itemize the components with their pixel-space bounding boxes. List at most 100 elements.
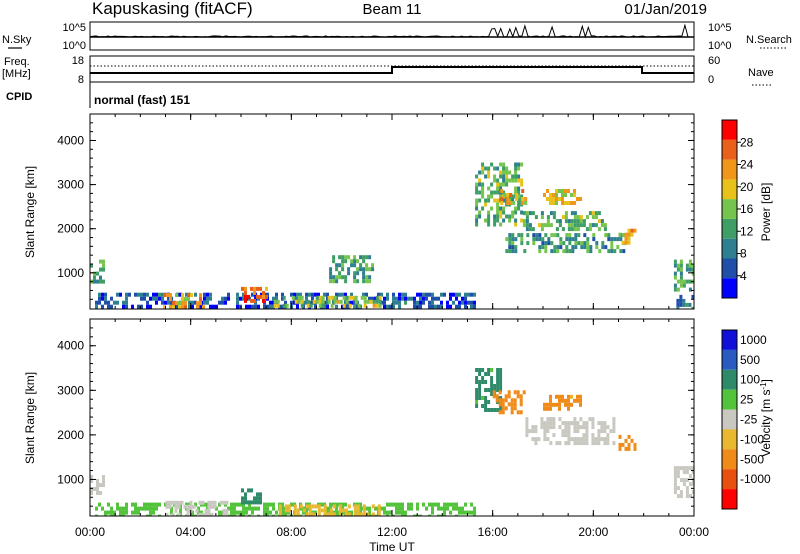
velocity-x-ticks: 00:00 04:00 08:00 12:00 16:00 20:00 00:00 (75, 319, 709, 539)
range-gate-cell (565, 233, 569, 238)
range-gate-cell (416, 502, 419, 507)
range-gate-cell (347, 255, 351, 260)
range-gate-cell (356, 259, 360, 264)
range-gate-cell (499, 408, 503, 412)
range-gate-cell (688, 494, 692, 499)
range-gate-cell (356, 267, 360, 272)
range-gate-cell (99, 491, 102, 495)
range-gate-cell (371, 504, 375, 509)
range-gate-cell (570, 421, 574, 426)
range-gate-cell (356, 271, 360, 276)
range-gate-cell (365, 279, 369, 284)
range-gate-cell (107, 502, 110, 507)
range-gate-cell (685, 470, 689, 475)
range-gate-cell (507, 402, 511, 407)
range-gate-cell (553, 249, 557, 254)
range-gate-cell (305, 506, 308, 511)
range-gate-cell (546, 219, 550, 224)
range-gate-cell (425, 506, 428, 511)
beam-title: Beam 11 (363, 1, 422, 18)
range-gate-cell (398, 296, 401, 301)
range-gate-cell (168, 500, 172, 505)
range-gate-cell (487, 368, 491, 372)
range-gate-cell (187, 293, 190, 298)
range-gate-cell (525, 215, 529, 220)
range-gate-cell (492, 390, 496, 395)
range-gate-cell (467, 292, 470, 297)
range-gate-cell (192, 504, 196, 509)
range-gate-cell (574, 245, 578, 250)
range-gate-cell (624, 446, 628, 451)
power-colorbar-swatch (722, 218, 737, 239)
range-gate-cell (350, 263, 354, 268)
range-gate-cell (365, 267, 369, 272)
power-y-axis-label: Slant Range [km] (23, 166, 37, 258)
range-gate-cell (521, 189, 525, 193)
range-gate-cell (496, 376, 500, 380)
range-gate-cell (368, 506, 371, 511)
range-gate-cell (478, 190, 482, 195)
range-gate-cell (175, 293, 178, 298)
range-gate-cell (499, 368, 503, 372)
range-gate-cell (377, 292, 380, 297)
range-gate-cell (395, 300, 398, 305)
range-gate-cell (543, 402, 546, 407)
range-gate-cell (181, 297, 184, 302)
range-gate-cell (609, 429, 613, 434)
range-gate-cell (327, 295, 331, 300)
range-gate-cell (247, 294, 250, 299)
range-gate-cell (540, 425, 544, 430)
range-gate-cell (335, 292, 338, 297)
range-gate-cell (259, 294, 262, 299)
range-gate-cell (538, 249, 542, 254)
range-gate-cell (502, 218, 506, 223)
range-gate-cell (380, 292, 383, 297)
range-gate-cell (564, 215, 568, 220)
range-gate-cell (242, 506, 245, 511)
range-gate-cell (186, 512, 190, 516)
range-gate-cell (499, 194, 503, 199)
range-gate-cell (521, 201, 525, 205)
range-gate-cell (576, 215, 580, 220)
velocity-colorbar-cells (722, 330, 737, 509)
freq-label-line1: Freq. (4, 56, 30, 68)
velocity-colorbar-swatch (722, 429, 737, 450)
range-gate-cell (580, 245, 584, 250)
range-gate-cell (360, 295, 364, 300)
range-gate-cell (461, 300, 464, 305)
range-gate-cell (550, 233, 554, 238)
range-gate-cell (395, 296, 398, 301)
range-gate-cell (281, 292, 284, 297)
range-gate-cell (597, 437, 601, 442)
range-gate-cell (555, 394, 558, 399)
range-gate-cell (567, 421, 571, 426)
range-gate-cell (365, 292, 368, 297)
range-gate-cell (119, 510, 122, 515)
range-gate-cell (513, 390, 517, 395)
range-gate-cell (250, 500, 253, 505)
range-gate-cell (155, 502, 158, 507)
range-gate-cell (564, 402, 567, 407)
range-gate-cell (269, 510, 272, 515)
frequency-panel-frame (89, 55, 695, 83)
range-gate-cell (475, 400, 479, 404)
range-gate-cell (170, 300, 173, 305)
range-gate-cell (152, 292, 155, 297)
range-gate-cell (398, 502, 401, 507)
range-gate-cell (499, 214, 503, 219)
range-gate-cell (244, 294, 247, 299)
range-gate-cell (233, 514, 236, 516)
range-gate-cell (499, 222, 503, 227)
range-gate-cell (481, 190, 485, 195)
range-gate-cell (467, 510, 470, 515)
range-gate-cell (185, 292, 188, 297)
power-colorbar-tick-label: 28 (740, 135, 754, 149)
station-title: Kapuskasing (fitACF) (92, 0, 253, 18)
range-gate-cell (359, 267, 363, 272)
range-gate-cell (294, 299, 298, 304)
noise-left-tick-bottom: 10^0 (62, 40, 86, 52)
range-gate-cell (543, 425, 547, 430)
range-gate-cell (688, 482, 692, 487)
range-gate-cell (579, 441, 583, 446)
range-gate-cell (259, 492, 262, 497)
